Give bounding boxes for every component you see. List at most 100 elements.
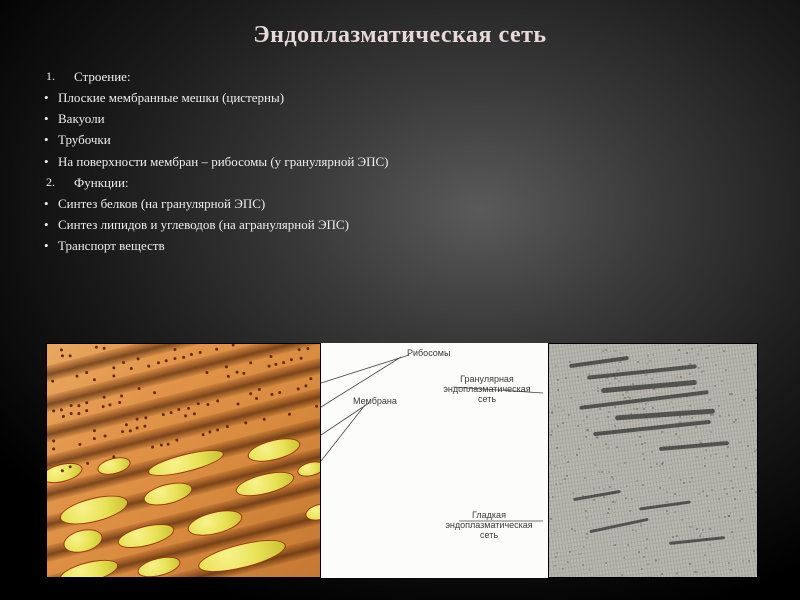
micrograph-grain	[585, 510, 587, 512]
micrograph-grain	[757, 568, 758, 570]
label-granular: Гранулярнаяэндоплазматическаясеть	[431, 375, 543, 405]
micrograph-grain	[666, 501, 668, 503]
micrograph-grain	[672, 406, 674, 408]
micrograph-grain	[593, 499, 595, 501]
micrograph-grain	[554, 405, 556, 407]
label-smooth: Гладкаяэндоплазматическаясеть	[433, 511, 545, 541]
micrograph-grain	[719, 415, 721, 417]
micrograph-grain	[625, 497, 627, 499]
ribosome-dot	[289, 358, 293, 362]
ribosome-dot	[52, 447, 56, 451]
ribosome-dot	[161, 412, 165, 416]
micrograph-grain	[728, 414, 730, 416]
ribosome-dot	[51, 379, 55, 383]
micrograph-grain	[716, 577, 718, 578]
ribosome-dot	[299, 356, 303, 360]
ribosome-dot	[78, 442, 82, 446]
micrograph-grain	[599, 408, 601, 410]
micrograph-grain	[704, 554, 706, 556]
micrograph-grain	[556, 552, 558, 554]
ribosome-dot	[101, 405, 105, 409]
micrograph-texture	[549, 344, 757, 577]
micrograph-grain	[643, 408, 645, 410]
micrograph-grain	[696, 571, 698, 573]
micrograph-grain	[741, 518, 743, 520]
micrograph-grain	[647, 355, 649, 357]
micrograph-grain	[590, 444, 592, 446]
ribosome-dot	[254, 397, 258, 401]
micrograph-grain	[715, 364, 717, 366]
micrograph-grain	[578, 448, 580, 450]
micrograph-grain	[645, 403, 647, 405]
micrograph-grain	[605, 443, 607, 445]
micrograph-grain	[709, 544, 711, 546]
micrograph-grain	[609, 382, 611, 384]
micrograph-grain	[611, 476, 613, 478]
micrograph-grain	[620, 352, 622, 354]
micrograph-grain	[601, 471, 603, 473]
micrograph-grain	[621, 574, 623, 576]
micrograph-grain	[642, 371, 644, 373]
micrograph-grain	[743, 399, 745, 401]
micrograph-grain	[579, 553, 581, 555]
micrograph-grain	[747, 445, 749, 447]
micrograph-grain	[753, 550, 755, 552]
micrograph-grain	[641, 443, 643, 445]
micrograph-grain	[689, 373, 691, 375]
micrograph-grain	[618, 380, 620, 382]
micrograph-grain	[586, 537, 588, 539]
micrograph-grain	[624, 397, 626, 399]
ribosome-dot	[208, 430, 212, 434]
micrograph-grain	[751, 488, 753, 490]
micrograph-grain	[585, 436, 587, 438]
micrograph-grain	[679, 416, 681, 418]
micrograph-grain	[562, 568, 564, 570]
micrograph-grain	[627, 544, 629, 546]
micrograph-grain	[680, 479, 682, 481]
ribosome-dot	[201, 433, 205, 437]
micrograph-grain	[646, 363, 648, 365]
micrograph-grain	[614, 501, 616, 503]
micrograph-grain	[709, 399, 711, 401]
micrograph-grain	[566, 475, 568, 477]
micrograph-grain	[704, 465, 706, 467]
micrograph-grain	[558, 406, 560, 408]
micrograph-grain	[691, 526, 693, 528]
micrograph-grain	[614, 377, 616, 379]
micrograph-grain	[739, 520, 741, 522]
micrograph-grain	[637, 361, 639, 363]
micrograph-grain	[667, 513, 669, 515]
micrograph-grain	[572, 492, 574, 494]
micrograph-grain	[706, 495, 708, 497]
micrograph-grain	[550, 434, 552, 436]
micrograph-grain	[569, 551, 571, 553]
micrograph-grain	[577, 376, 579, 378]
micrograph-grain	[565, 377, 567, 379]
micrograph-grain	[718, 405, 720, 407]
section-heading-1: Строение:	[62, 67, 800, 87]
micrograph-grain	[576, 454, 578, 456]
micrograph-grain	[627, 429, 629, 431]
micrograph-grain	[584, 405, 586, 407]
micrograph-grain	[554, 465, 556, 467]
list-item: Синтез белков (на гранулярной ЭПС)	[46, 194, 800, 214]
micrograph-grain	[574, 530, 576, 532]
ribosome-dot	[249, 361, 253, 365]
ribosome-dot	[52, 409, 56, 413]
micrograph-grain	[557, 389, 559, 391]
micrograph-grain	[704, 457, 706, 459]
micrograph-grain	[609, 486, 611, 488]
micrograph-grain	[555, 556, 557, 558]
micrograph-grain	[586, 533, 588, 535]
list-item: Трубочки	[46, 130, 800, 150]
bracket-granular	[757, 350, 758, 462]
content-list: Строение: Плоские мембранные мешки (цист…	[0, 49, 800, 256]
micrograph-grain	[727, 446, 729, 448]
micrograph-grain	[596, 436, 598, 438]
micrograph-grain	[695, 426, 697, 428]
micrograph-grain	[606, 377, 608, 379]
micrograph-grain	[683, 482, 685, 484]
micrograph-grain	[594, 464, 596, 466]
micrograph-grain	[635, 530, 637, 532]
list-item: На поверхности мембран – рибосомы (у гра…	[46, 152, 800, 172]
